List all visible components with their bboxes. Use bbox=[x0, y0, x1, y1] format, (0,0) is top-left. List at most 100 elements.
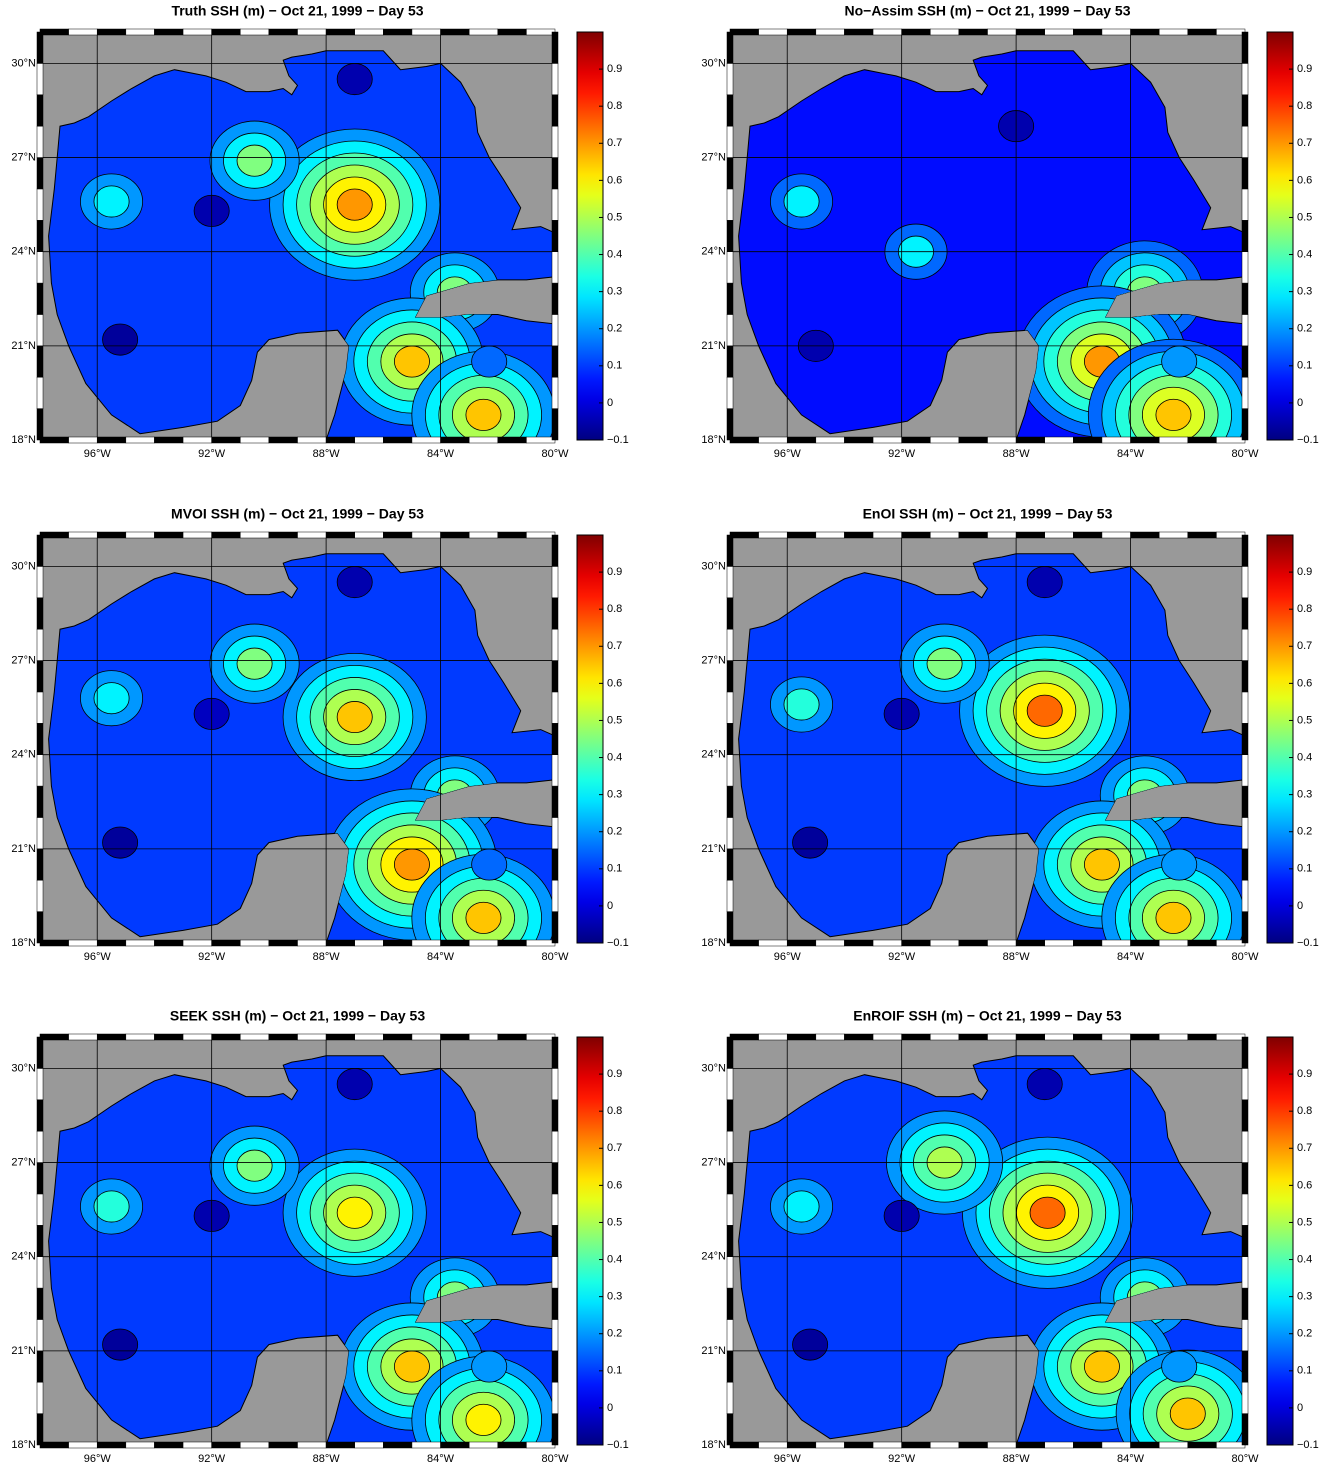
frame bbox=[1044, 531, 1074, 539]
frame bbox=[468, 1033, 499, 1041]
frame bbox=[901, 531, 931, 539]
frame bbox=[1158, 436, 1189, 444]
frame bbox=[726, 879, 734, 912]
frame bbox=[325, 939, 355, 947]
x-tick-label: 88°W bbox=[313, 1453, 341, 1465]
y-tick-label: 24°N bbox=[11, 1251, 36, 1263]
ssh-contour bbox=[336, 188, 373, 221]
frame bbox=[440, 436, 470, 444]
frame bbox=[36, 1099, 44, 1132]
frame bbox=[125, 1033, 155, 1041]
y-tick-label: 24°N bbox=[11, 246, 36, 258]
colorbar-label: 0.3 bbox=[607, 1291, 622, 1303]
frame bbox=[1015, 939, 1045, 947]
frame bbox=[68, 939, 98, 947]
frame bbox=[726, 566, 734, 599]
frame bbox=[36, 848, 44, 881]
y-tick-label: 18°N bbox=[11, 1439, 36, 1451]
frame bbox=[411, 436, 441, 444]
frame bbox=[1187, 1033, 1217, 1041]
frame bbox=[36, 1381, 44, 1414]
panel-title: Truth SSH (m) − Oct 21, 1999 − Day 53 bbox=[171, 3, 423, 19]
frame bbox=[551, 691, 559, 724]
frame bbox=[68, 436, 98, 444]
frame bbox=[901, 1033, 931, 1041]
x-tick-label: 80°W bbox=[1231, 1453, 1259, 1465]
frame bbox=[726, 1193, 734, 1226]
x-tick-label: 96°W bbox=[84, 1453, 112, 1465]
frame bbox=[872, 1441, 902, 1449]
frame bbox=[551, 251, 559, 284]
frame bbox=[1073, 1441, 1103, 1449]
frame bbox=[526, 939, 556, 947]
frame bbox=[551, 1256, 559, 1289]
frame bbox=[354, 1441, 384, 1449]
frame bbox=[930, 1033, 960, 1041]
frame bbox=[1216, 436, 1246, 444]
ssh-contour bbox=[471, 848, 508, 881]
frame bbox=[468, 939, 499, 947]
frame bbox=[726, 282, 734, 315]
ssh-contour bbox=[1161, 1350, 1198, 1383]
frame bbox=[872, 939, 902, 947]
frame bbox=[551, 534, 559, 567]
colorbar-label: −0.1 bbox=[1297, 434, 1319, 446]
frame bbox=[36, 911, 44, 944]
colorbar bbox=[576, 1036, 604, 1446]
frame bbox=[297, 531, 327, 539]
frame bbox=[1130, 1441, 1160, 1449]
frame bbox=[551, 1162, 559, 1195]
frame bbox=[726, 376, 734, 409]
frame bbox=[551, 1381, 559, 1414]
frame bbox=[468, 531, 499, 539]
frame bbox=[815, 28, 845, 36]
colorbar-label: 0.8 bbox=[1297, 603, 1312, 615]
frame bbox=[551, 754, 559, 787]
frame bbox=[726, 628, 734, 661]
frame bbox=[240, 1033, 270, 1041]
frame bbox=[36, 408, 44, 441]
x-tick-label: 84°W bbox=[1117, 448, 1145, 460]
frame bbox=[497, 436, 527, 444]
frame bbox=[211, 939, 241, 947]
frame bbox=[36, 1350, 44, 1383]
frame bbox=[726, 31, 734, 64]
frame bbox=[551, 220, 559, 252]
frame bbox=[39, 28, 69, 36]
frame bbox=[987, 1441, 1017, 1449]
frame bbox=[468, 28, 499, 36]
frame bbox=[1241, 282, 1249, 315]
frame bbox=[411, 1441, 441, 1449]
frame bbox=[297, 436, 327, 444]
frame bbox=[1241, 660, 1249, 693]
frame bbox=[1130, 28, 1160, 36]
frame bbox=[1241, 1162, 1249, 1195]
frame bbox=[36, 785, 44, 818]
x-tick-label: 88°W bbox=[1003, 951, 1031, 963]
frame bbox=[1158, 939, 1189, 947]
frame bbox=[987, 1033, 1017, 1041]
y-tick-label: 24°N bbox=[11, 749, 36, 761]
colorbar-label: 0.7 bbox=[1297, 640, 1312, 652]
field bbox=[770, 1068, 1245, 1445]
frame bbox=[297, 939, 327, 947]
frame bbox=[844, 28, 874, 36]
frame bbox=[1216, 531, 1246, 539]
x-tick-label: 96°W bbox=[84, 448, 112, 460]
frame bbox=[1241, 1350, 1249, 1383]
frame bbox=[240, 531, 270, 539]
ssh-contour bbox=[393, 848, 430, 881]
frame bbox=[154, 1441, 184, 1449]
colorbar-label: 0.2 bbox=[607, 323, 622, 335]
frame bbox=[786, 28, 817, 36]
frame bbox=[325, 531, 355, 539]
frame bbox=[1015, 531, 1045, 539]
y-tick-label: 18°N bbox=[701, 434, 726, 446]
colorbar bbox=[576, 31, 604, 441]
frame bbox=[36, 125, 44, 158]
frame bbox=[68, 531, 98, 539]
frame bbox=[815, 531, 845, 539]
frame bbox=[726, 1413, 734, 1446]
frame bbox=[1241, 1287, 1249, 1320]
